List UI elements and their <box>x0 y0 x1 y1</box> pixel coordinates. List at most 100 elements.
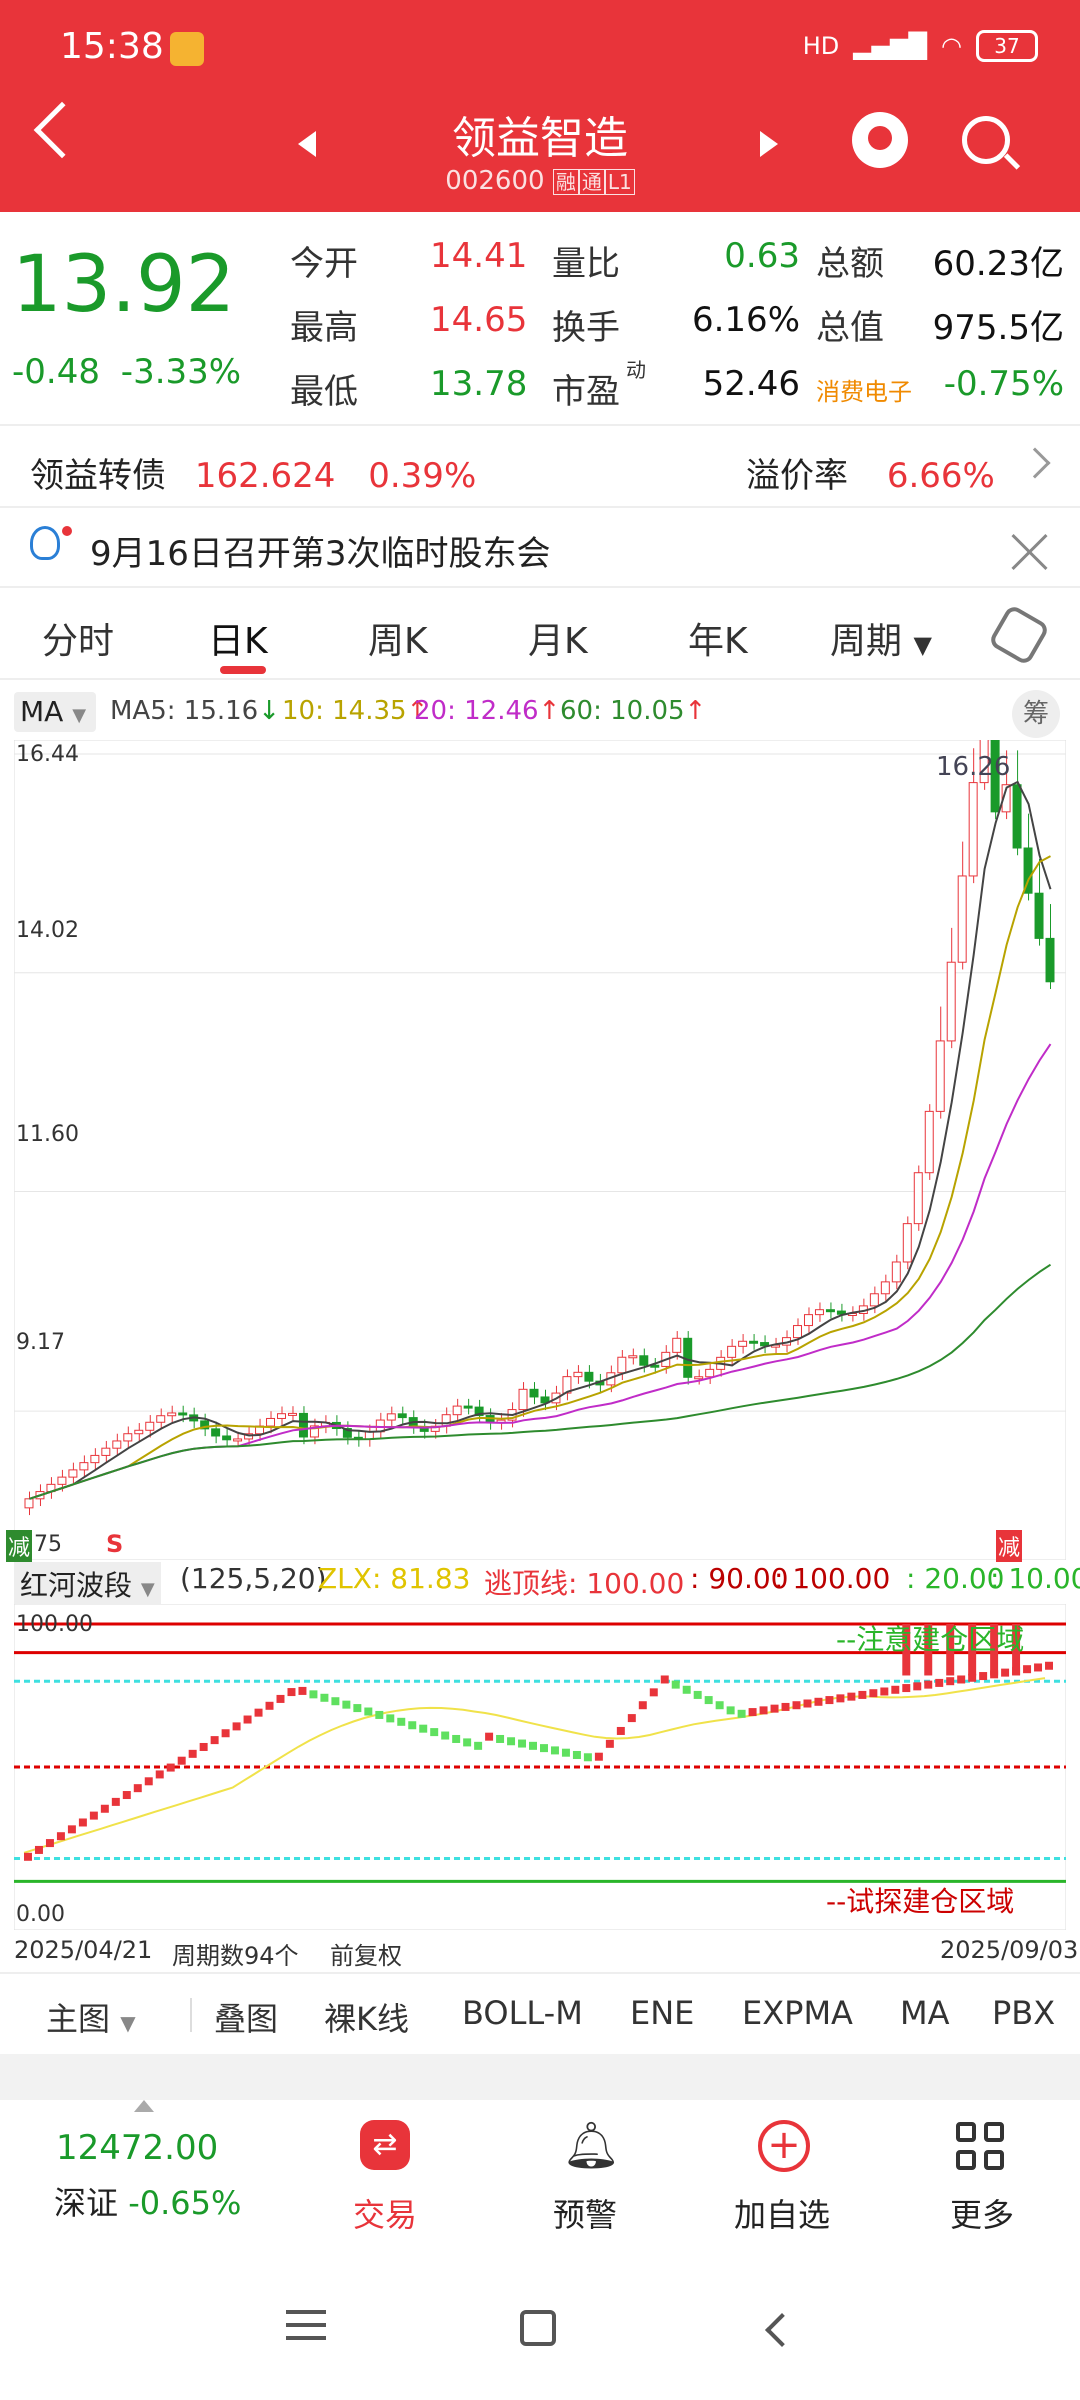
wifi-icon: ◠ <box>941 32 962 60</box>
tab-weekly-k[interactable]: 周K <box>368 621 428 662</box>
tag-tong: 通 <box>578 169 605 195</box>
pe-dynamic-sup: 动 <box>626 358 646 382</box>
escape-bar <box>946 1624 955 1676</box>
premium-row: 溢价率 6.66% <box>746 448 995 497</box>
naked-k-tab[interactable]: 裸K线 <box>324 2000 409 2038</box>
indicator-bar <box>704 1696 713 1705</box>
indicator-bar <box>902 1684 911 1693</box>
chevron-right-icon[interactable] <box>1019 447 1051 479</box>
ma-tab[interactable]: MA <box>900 1994 950 2032</box>
indicator-bar <box>507 1737 516 1746</box>
indicator-bar <box>748 1708 757 1717</box>
indicator-bar <box>24 1852 32 1861</box>
prev-stock-icon[interactable] <box>298 131 316 157</box>
indicator-bar <box>880 1687 889 1696</box>
reduce-marker: 减 <box>6 1530 33 1562</box>
index-line[interactable]: 深证 -0.65% <box>54 2178 241 2224</box>
divider <box>0 424 1080 426</box>
indicator-bar <box>957 1675 966 1684</box>
candle-body <box>167 1412 177 1417</box>
indicator-bar <box>660 1675 669 1684</box>
indicator-chart[interactable] <box>14 1604 1066 1930</box>
index-value[interactable]: 12472.00 <box>56 2128 219 2168</box>
indicator-bar <box>397 1717 406 1726</box>
indicator-name: 红河波段 <box>20 1569 133 1602</box>
change-percent: -3.33% <box>120 352 242 392</box>
ma20-value: 20: 12.46 <box>414 696 539 726</box>
next-stock-icon[interactable] <box>760 131 778 157</box>
indicator-selector[interactable]: 红河波段 ▼ <box>14 1562 161 1606</box>
notice-text[interactable]: 9月16日召开第3次临时股东会 <box>90 534 551 574</box>
tab-period[interactable]: 周期 ▼ <box>830 612 932 664</box>
quote-label: 量比 <box>552 244 620 284</box>
close-icon[interactable] <box>1010 532 1050 572</box>
indicator-bar <box>638 1701 647 1710</box>
indicator-bar <box>1045 1661 1053 1670</box>
tag-rong: 融 <box>552 169 579 195</box>
quote-value: 6.16% <box>691 300 800 340</box>
indicator-bar <box>891 1685 900 1694</box>
indicator-bar <box>825 1696 834 1705</box>
candle-body <box>1001 784 1011 813</box>
main-chart-tab[interactable]: 主图 ▼ <box>46 1994 136 2040</box>
home-sys-icon[interactable] <box>520 2310 556 2346</box>
trade-icon[interactable]: ⇄ <box>360 2120 410 2170</box>
add-watch-label[interactable]: 加自选 <box>733 2196 830 2234</box>
alert-label[interactable]: 预警 <box>552 2196 617 2234</box>
candlestick-chart[interactable] <box>14 740 1066 1560</box>
pbx-tab[interactable]: PBX <box>992 1994 1056 2032</box>
indicator-bar <box>583 1753 592 1762</box>
mascot-icon[interactable] <box>852 112 908 168</box>
candle-body <box>156 1415 166 1423</box>
ma-selector[interactable]: MA ▼ <box>14 692 96 732</box>
candle-body <box>1045 937 1055 983</box>
grid-icon[interactable] <box>956 2122 1006 2172</box>
change-value: -0.48 <box>12 352 100 392</box>
ma10-value: 10: 14.35 <box>282 696 407 726</box>
ma5-value: MA5: 15.16 <box>110 696 259 726</box>
settings-hex-icon[interactable] <box>987 603 1051 667</box>
indicator-zlx: ZLX: 81.83 <box>318 1562 471 1595</box>
ma60-line <box>29 1263 1052 1500</box>
quote-value: 13.78 <box>430 364 528 404</box>
chip-distribution-button[interactable]: 筹 <box>1012 690 1060 738</box>
battery-level: 37 <box>994 34 1020 58</box>
more-label[interactable]: 更多 <box>949 2196 1014 2234</box>
tab-intraday[interactable]: 分时 <box>42 621 115 662</box>
menu-sys-icon[interactable] <box>286 2310 326 2340</box>
ene-tab[interactable]: ENE <box>630 1994 695 2032</box>
candle-body <box>101 1447 111 1456</box>
status-time: 15:38 <box>60 26 164 67</box>
indicator-bar <box>474 1741 483 1750</box>
search-icon[interactable] <box>962 116 1010 164</box>
indicator-bar <box>540 1744 548 1753</box>
bell-icon[interactable]: 🔔︎ <box>562 2118 621 2172</box>
indicator-bar <box>979 1672 988 1681</box>
back-sys-icon[interactable] <box>765 2313 799 2347</box>
add-icon[interactable]: + <box>758 2120 810 2172</box>
tab-yearly-k[interactable]: 年K <box>688 621 748 662</box>
indicator-bar <box>726 1706 735 1715</box>
bond-row[interactable]: 领益转债 162.624 0.39% <box>30 448 476 497</box>
indicator-bar <box>913 1682 922 1691</box>
overlay-tab[interactable]: 叠图 <box>214 2000 279 2038</box>
quote-value: 14.65 <box>430 300 528 340</box>
candle-body <box>540 1396 550 1404</box>
indicator-bar <box>364 1707 373 1716</box>
tab-daily-k[interactable]: 日K <box>208 621 268 662</box>
up-arrow-icon: ↑ <box>684 696 707 726</box>
low-price-label: 75 <box>34 1532 62 1557</box>
trade-label[interactable]: 交易 <box>352 2196 417 2234</box>
ma5-label: MA5: 15.16↓ <box>110 696 280 726</box>
adjust-mode[interactable]: 前复权 <box>330 1942 402 1970</box>
index-name: 深证 <box>54 2184 119 2222</box>
expand-up-icon[interactable] <box>134 2100 154 2112</box>
y-label-3: 11.60 <box>16 1122 79 1147</box>
indicator-bar <box>199 1742 208 1751</box>
expma-tab[interactable]: EXPMA <box>742 1994 853 2032</box>
quote-label: 市盈 <box>552 372 620 412</box>
boll-tab[interactable]: BOLL-M <box>462 1994 583 2032</box>
tab-monthly-k[interactable]: 月K <box>528 621 588 662</box>
candle-body <box>672 1337 682 1353</box>
candle-body <box>573 1371 583 1378</box>
